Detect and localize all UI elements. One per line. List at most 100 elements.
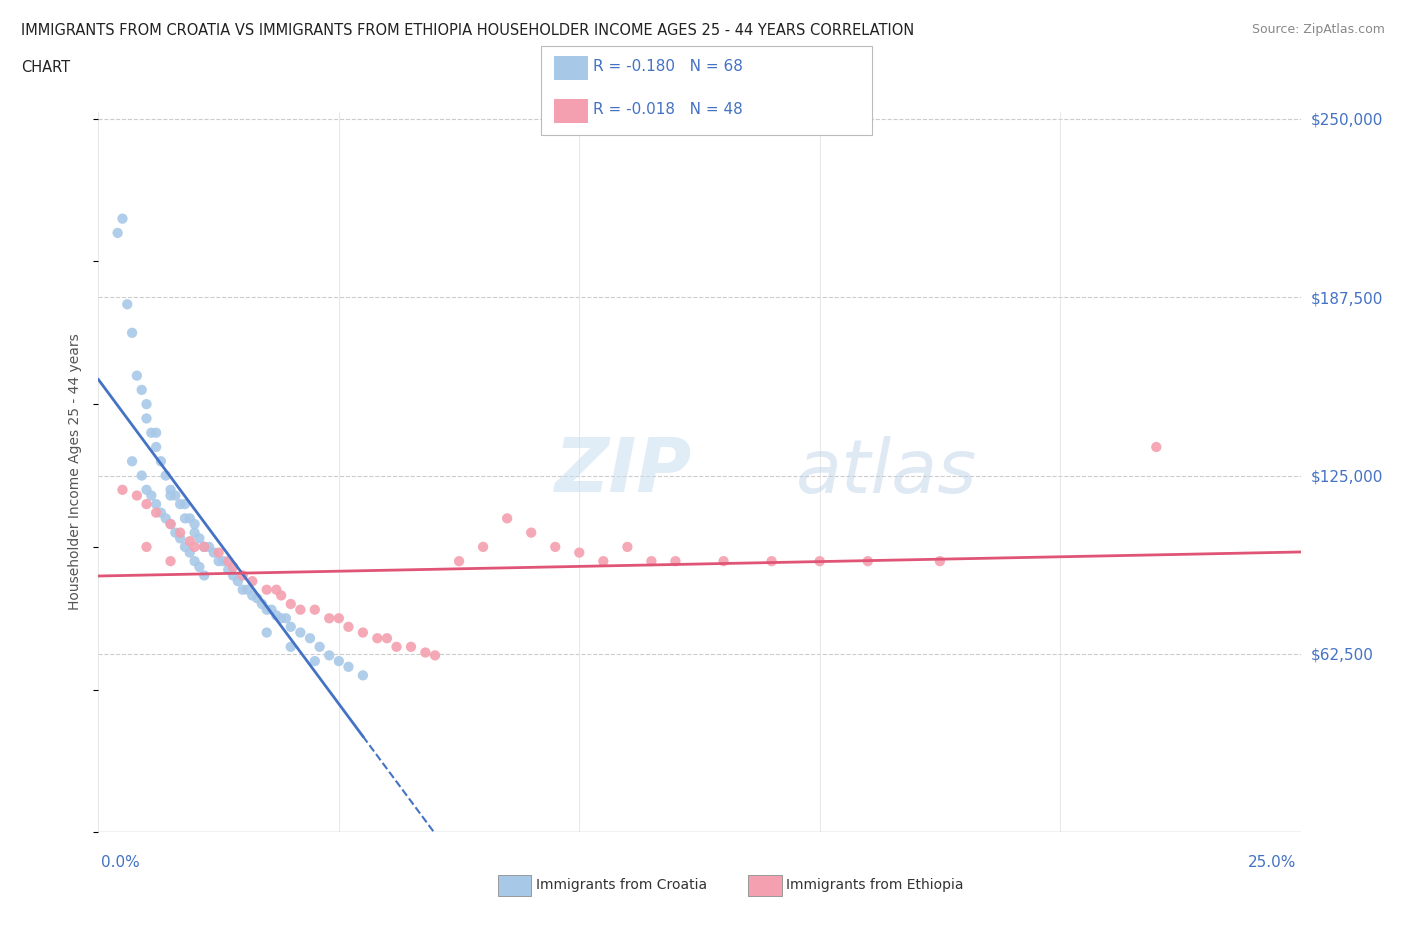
Point (193, 568, 215, 583)
Point (308, 639, 330, 654)
Point (232, 568, 254, 583)
Text: CHART: CHART (21, 60, 70, 75)
Point (270, 611, 292, 626)
Point (256, 625, 278, 640)
Point (125, 368, 148, 383)
Point (174, 539, 197, 554)
Point (202, 545, 225, 560)
Point (318, 611, 340, 626)
Text: ZIP: ZIP (555, 435, 693, 509)
Point (145, 440, 167, 455)
Y-axis label: Householder Income Ages 25 - 44 years: Householder Income Ages 25 - 44 years (69, 334, 83, 610)
Point (188, 531, 211, 546)
Point (222, 560, 245, 575)
Point (375, 631, 398, 645)
Point (274, 611, 297, 626)
Point (304, 603, 326, 618)
Point (496, 511, 519, 525)
Point (159, 483, 181, 498)
Point (304, 654, 326, 669)
Point (280, 619, 302, 634)
Point (520, 525, 543, 540)
Point (640, 553, 662, 568)
Point (135, 411, 157, 426)
Point (155, 468, 177, 483)
Point (198, 539, 221, 554)
Point (399, 639, 422, 654)
Point (169, 497, 191, 512)
Text: atlas: atlas (796, 436, 977, 508)
Point (155, 511, 177, 525)
Point (159, 488, 181, 503)
Point (159, 517, 181, 532)
Point (226, 574, 249, 589)
Point (856, 553, 879, 568)
Point (169, 525, 191, 540)
Point (266, 582, 288, 597)
Point (179, 545, 201, 560)
Point (328, 654, 350, 669)
Point (256, 582, 278, 597)
Point (568, 545, 591, 560)
Point (217, 553, 239, 568)
Point (145, 497, 167, 512)
Point (169, 531, 191, 546)
Point (193, 539, 215, 554)
Point (183, 553, 205, 568)
Point (183, 525, 205, 540)
Point (260, 603, 283, 618)
Point (337, 659, 360, 674)
Point (928, 553, 950, 568)
Point (193, 539, 215, 554)
Point (135, 497, 157, 512)
Text: IMMIGRANTS FROM CROATIA VS IMMIGRANTS FROM ETHIOPIA HOUSEHOLDER INCOME AGES 25 -: IMMIGRANTS FROM CROATIA VS IMMIGRANTS FR… (21, 23, 914, 38)
Point (135, 483, 157, 498)
Point (145, 425, 167, 440)
Point (236, 582, 259, 597)
Point (592, 553, 614, 568)
Point (179, 534, 201, 549)
Point (193, 539, 215, 554)
Point (212, 553, 235, 568)
Text: 0.0%: 0.0% (101, 855, 141, 870)
Point (179, 511, 201, 525)
Text: Immigrants from Ethiopia: Immigrants from Ethiopia (786, 878, 963, 893)
Point (117, 297, 139, 312)
Point (121, 326, 143, 340)
Point (141, 425, 163, 440)
Point (270, 588, 292, 603)
Point (125, 488, 148, 503)
Point (149, 454, 172, 469)
Point (111, 483, 134, 498)
Point (174, 497, 197, 512)
Text: Source: ZipAtlas.com: Source: ZipAtlas.com (1251, 23, 1385, 36)
Point (165, 525, 187, 540)
Point (107, 225, 129, 240)
Point (385, 639, 408, 654)
Point (222, 568, 245, 583)
Point (337, 619, 360, 634)
Point (250, 596, 273, 611)
Point (447, 553, 470, 568)
Point (159, 553, 181, 568)
Point (352, 668, 374, 683)
Point (135, 539, 157, 554)
Point (280, 639, 302, 654)
Point (165, 488, 187, 503)
Point (159, 517, 181, 532)
Point (208, 553, 231, 568)
Point (121, 454, 143, 469)
Point (145, 505, 167, 520)
Point (290, 625, 312, 640)
Point (141, 488, 163, 503)
Point (149, 505, 172, 520)
Point (188, 560, 211, 575)
Point (256, 603, 278, 618)
Point (472, 539, 495, 554)
Point (208, 545, 231, 560)
Point (217, 563, 239, 578)
Point (111, 211, 134, 226)
Point (318, 648, 340, 663)
Point (280, 596, 302, 611)
Point (1144, 440, 1167, 455)
